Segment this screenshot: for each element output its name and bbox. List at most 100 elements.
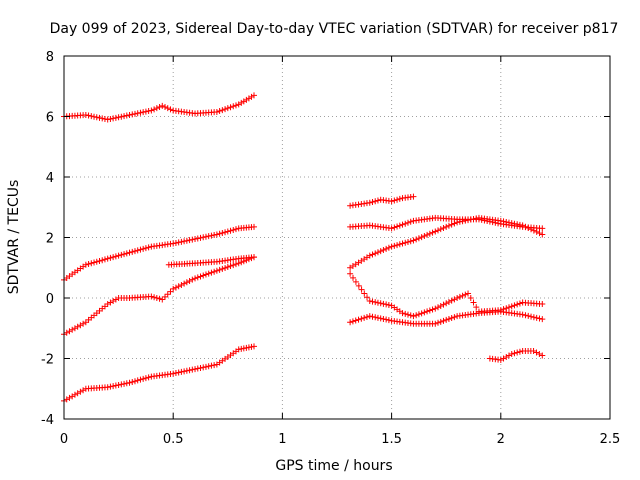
data-point: [104, 384, 111, 391]
data-point: [192, 275, 199, 282]
data-point: [505, 219, 512, 226]
x-tick-label: 1: [278, 432, 286, 447]
data-point: [533, 314, 540, 321]
data-point: [251, 254, 258, 261]
data-point: [219, 107, 226, 114]
data-point: [227, 227, 234, 234]
data-point: [175, 283, 182, 290]
y-tick-label: 2: [46, 232, 54, 247]
data-point: [429, 229, 436, 236]
data-point: [424, 308, 431, 315]
data-point: [372, 198, 379, 205]
data-point: [222, 229, 229, 236]
data-point: [137, 109, 144, 116]
data-point: [232, 226, 239, 233]
data-point: [162, 104, 169, 111]
data-point: [189, 276, 196, 283]
data-point: [96, 114, 103, 121]
series-sat-d: [61, 254, 258, 338]
data-point: [508, 303, 515, 310]
data-point: [107, 115, 114, 122]
data-point: [148, 107, 155, 114]
data-point: [358, 315, 365, 322]
data-point: [410, 237, 417, 244]
data-point: [107, 299, 114, 306]
data-point: [134, 377, 141, 384]
data-point: [115, 381, 122, 388]
data-point: [437, 302, 444, 309]
data-point: [470, 215, 477, 222]
data-point: [525, 312, 532, 319]
data-point: [347, 270, 354, 277]
data-point: [224, 105, 231, 112]
data-point: [69, 326, 76, 333]
data-point: [445, 298, 452, 305]
data-point: [142, 375, 149, 382]
data-point: [399, 221, 406, 228]
data-point: [432, 228, 439, 235]
series-sat-j: [347, 308, 546, 327]
data-point: [110, 383, 117, 390]
data-point: [432, 320, 439, 327]
data-point: [230, 226, 237, 233]
data-point: [238, 345, 245, 352]
data-point: [383, 301, 390, 308]
data-point: [467, 216, 474, 223]
series-sat-i: [347, 270, 546, 320]
data-point: [224, 263, 231, 270]
data-point: [366, 298, 373, 305]
data-point: [211, 232, 218, 239]
data-point: [407, 312, 414, 319]
data-point: [123, 380, 130, 387]
data-point: [451, 220, 458, 227]
data-point: [369, 198, 376, 205]
data-point: [172, 370, 179, 377]
data-point: [216, 266, 223, 273]
data-point: [522, 223, 529, 230]
data-point: [131, 378, 138, 385]
data-point: [151, 106, 158, 113]
data-point: [536, 315, 543, 322]
data-point: [151, 294, 158, 301]
data-point: [110, 298, 117, 305]
data-point: [503, 218, 510, 225]
data-point: [533, 349, 540, 356]
data-point: [350, 274, 357, 281]
data-point: [391, 197, 398, 204]
x-tick-label: 2.5: [600, 432, 621, 447]
data-point: [112, 296, 119, 303]
data-point: [110, 254, 117, 261]
data-point: [235, 260, 242, 267]
data-point: [437, 226, 444, 233]
data-point: [232, 261, 239, 268]
data-point: [202, 271, 209, 278]
data-point: [159, 296, 166, 303]
data-point: [181, 280, 188, 287]
data-point: [178, 281, 185, 288]
data-point: [145, 108, 152, 115]
data-point: [175, 369, 182, 376]
data-point: [374, 314, 381, 321]
data-point: [219, 265, 226, 272]
data-point: [435, 319, 442, 326]
data-point: [377, 315, 384, 322]
data-point: [112, 114, 119, 121]
series-sat-b: [61, 223, 258, 283]
data-point: [516, 300, 523, 307]
data-point: [536, 230, 543, 237]
data-point: [396, 222, 403, 229]
data-point: [426, 230, 433, 237]
data-point: [352, 317, 359, 324]
data-point: [211, 362, 218, 369]
data-point: [440, 301, 447, 308]
data-point: [211, 268, 218, 275]
data-point: [407, 238, 414, 245]
data-point: [134, 247, 141, 254]
data-point: [71, 325, 78, 332]
data-point: [63, 396, 70, 403]
data-point: [385, 301, 392, 308]
data-point: [528, 226, 535, 233]
data-point: [391, 224, 398, 231]
data-point: [369, 313, 376, 320]
data-point: [112, 253, 119, 260]
